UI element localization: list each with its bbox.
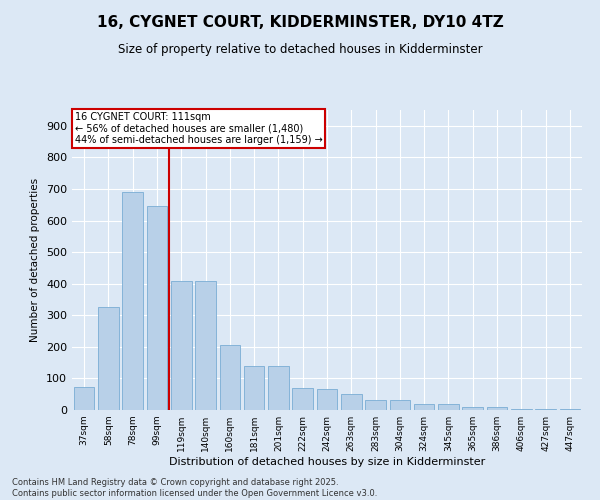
- X-axis label: Distribution of detached houses by size in Kidderminster: Distribution of detached houses by size …: [169, 457, 485, 467]
- Bar: [292, 388, 313, 410]
- Bar: [463, 407, 483, 410]
- Bar: [560, 408, 580, 410]
- Text: Contains HM Land Registry data © Crown copyright and database right 2025.
Contai: Contains HM Land Registry data © Crown c…: [12, 478, 377, 498]
- Bar: [122, 192, 143, 410]
- Bar: [171, 280, 191, 410]
- Bar: [98, 308, 119, 410]
- Bar: [220, 346, 240, 410]
- Bar: [317, 390, 337, 410]
- Bar: [365, 400, 386, 410]
- Bar: [195, 280, 216, 410]
- Bar: [511, 408, 532, 410]
- Bar: [268, 366, 289, 410]
- Bar: [414, 404, 434, 410]
- Bar: [146, 206, 167, 410]
- Text: Size of property relative to detached houses in Kidderminster: Size of property relative to detached ho…: [118, 42, 482, 56]
- Text: 16, CYGNET COURT, KIDDERMINSTER, DY10 4TZ: 16, CYGNET COURT, KIDDERMINSTER, DY10 4T…: [97, 15, 503, 30]
- Bar: [244, 366, 265, 410]
- Bar: [74, 388, 94, 410]
- Bar: [341, 394, 362, 410]
- Y-axis label: Number of detached properties: Number of detached properties: [31, 178, 40, 342]
- Text: 16 CYGNET COURT: 111sqm
← 56% of detached houses are smaller (1,480)
44% of semi: 16 CYGNET COURT: 111sqm ← 56% of detache…: [74, 112, 322, 144]
- Bar: [487, 408, 508, 410]
- Bar: [438, 404, 459, 410]
- Bar: [389, 400, 410, 410]
